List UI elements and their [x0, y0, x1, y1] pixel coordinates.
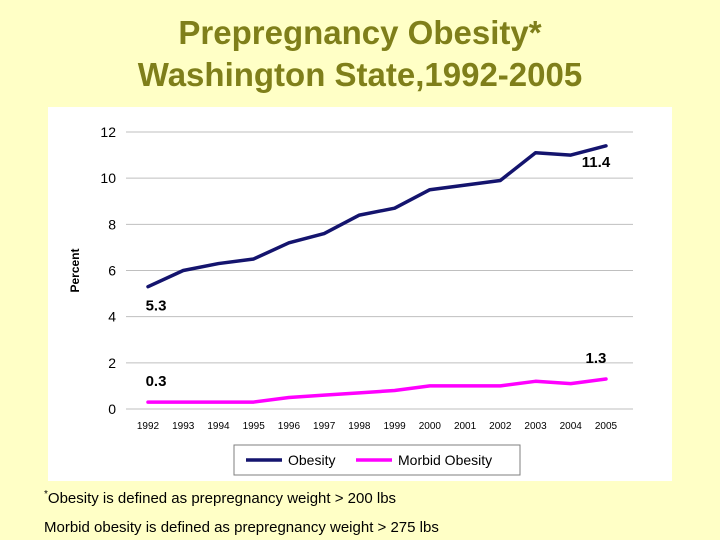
y-tick-label: 6 — [108, 263, 116, 279]
x-tick-label: 1992 — [137, 421, 160, 432]
x-tick-label: 1993 — [172, 421, 195, 432]
data-label: 11.4 — [582, 154, 611, 171]
data-label: 5.3 — [146, 298, 167, 315]
data-label: 1.3 — [586, 350, 607, 367]
x-tick-label: 2004 — [560, 421, 583, 432]
footnote-obesity: *Obesity is defined as prepregnancy weig… — [44, 489, 396, 507]
x-tick-label: 1996 — [278, 421, 301, 432]
y-tick-label: 10 — [100, 170, 116, 186]
x-tick-label: 1997 — [313, 421, 336, 432]
series-line-obesity — [146, 144, 608, 289]
x-tick-label: 1995 — [243, 421, 266, 432]
y-tick-label: 4 — [108, 309, 116, 325]
x-tick-label: 2001 — [454, 421, 477, 432]
x-tick-label: 2002 — [489, 421, 512, 432]
x-tick-label: 1994 — [207, 421, 230, 432]
line-chart: 0 2 4 6 8 10 12 Percent 1992 1993 1994 1995 1996 1997… — [68, 124, 633, 476]
legend-label: Morbid Obesity — [398, 452, 492, 468]
legend-label: Obesity — [288, 452, 335, 468]
title-line-2: Washington State,1992-2005 — [137, 56, 583, 93]
x-tick-label: 2003 — [524, 421, 547, 432]
footnote-star: * — [44, 489, 48, 500]
series-line-morbid-obesity — [146, 377, 608, 404]
x-tick-label: 1999 — [383, 421, 406, 432]
title-line-1: Prepregnancy Obesity* — [178, 14, 542, 51]
data-label: 0.3 — [146, 373, 167, 390]
x-tick-label: 2005 — [595, 421, 618, 432]
y-tick-label: 8 — [108, 216, 116, 232]
footnote-obesity-text: Obesity is defined as prepregnancy weigh… — [47, 490, 397, 507]
footnote-morbid-obesity: Morbid obesity is defined as prepregnanc… — [44, 519, 439, 536]
x-tick-label: 1998 — [348, 421, 371, 432]
chart-panel: 0 2 4 6 8 10 12 Percent 1992 1993 1994 1995 1996 1997… — [48, 107, 672, 481]
y-tick-label: 0 — [108, 401, 116, 417]
y-axis-label: Percent — [68, 248, 82, 292]
y-tick-label: 2 — [108, 355, 116, 371]
y-tick-label: 12 — [100, 124, 116, 140]
slide-title: Prepregnancy Obesity* Washington State,1… — [0, 12, 720, 96]
x-tick-label: 2000 — [419, 421, 442, 432]
